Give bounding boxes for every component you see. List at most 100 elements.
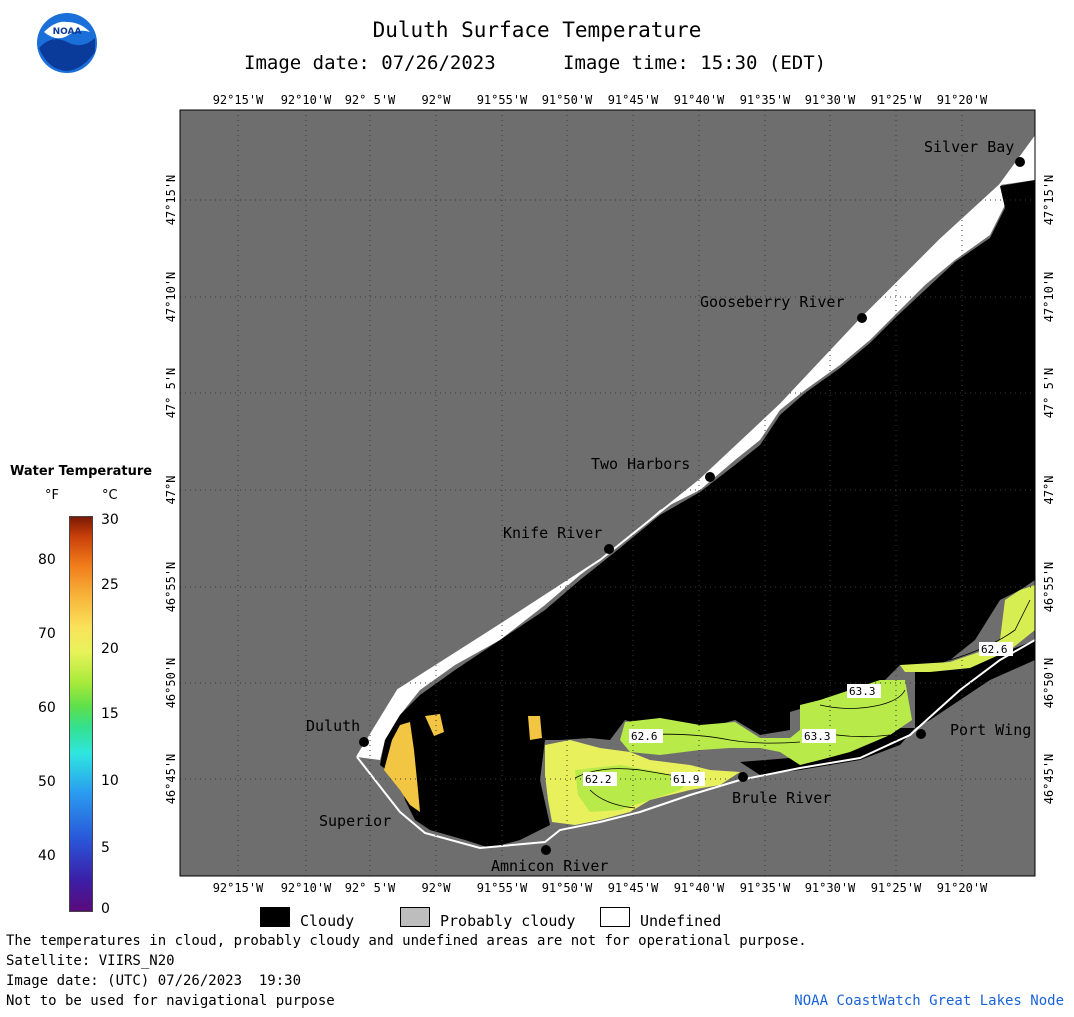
lon-label-bottom: 91°30'W bbox=[805, 881, 856, 895]
lon-label-bottom: 91°25'W bbox=[871, 881, 922, 895]
lon-label-bottom: 91°35'W bbox=[740, 881, 791, 895]
legend-tick-c: 5 bbox=[101, 840, 110, 856]
lon-label-bottom: 92°W bbox=[422, 881, 452, 895]
legend-tick-c: 20 bbox=[101, 641, 119, 657]
place-marker bbox=[541, 845, 551, 855]
lon-label-bottom: 91°40'W bbox=[674, 881, 725, 895]
lat-label-right: 46°55'N bbox=[1042, 562, 1056, 613]
legend-tick-c: 0 bbox=[101, 901, 110, 917]
place-label: Silver Bay bbox=[924, 138, 1014, 156]
lon-label-top: 91°55'W bbox=[477, 93, 528, 107]
legend-tick-c: 30 bbox=[101, 512, 119, 528]
lon-label-bottom: 91°20'W bbox=[937, 881, 988, 895]
legend-unit-c: °C bbox=[102, 488, 118, 503]
lon-label-bottom: 91°55'W bbox=[477, 881, 528, 895]
contour-label-bg bbox=[847, 684, 881, 698]
probably-cloudy-swatch bbox=[400, 907, 430, 927]
lon-label-bottom: 91°50'W bbox=[542, 881, 593, 895]
contour-label-bg bbox=[583, 772, 617, 786]
cool-water-area bbox=[620, 680, 912, 765]
lon-label-top: 91°25'W bbox=[871, 93, 922, 107]
lon-label-top: 91°30'W bbox=[805, 93, 856, 107]
lat-label-left: 47°15'N bbox=[164, 175, 178, 226]
cloudy-area bbox=[380, 180, 1035, 848]
legend-tick-f: 50 bbox=[38, 774, 56, 790]
lon-label-bottom: 91°45'W bbox=[608, 881, 659, 895]
place-label: Knife River bbox=[503, 524, 602, 542]
temperature-colorbar bbox=[69, 516, 93, 912]
lon-label-top: 92° 5'W bbox=[345, 93, 396, 107]
legend-tick-f: 40 bbox=[38, 848, 56, 864]
image-date-utc-text: Image date: (UTC) 07/26/2023 19:30 bbox=[6, 973, 302, 989]
legend-unit-f: °F bbox=[45, 488, 59, 503]
warm-water-area bbox=[384, 722, 420, 812]
image-time-label: Image time: 15:30 (EDT) bbox=[563, 52, 827, 74]
lon-label-top: 91°50'W bbox=[542, 93, 593, 107]
credit-text: NOAA CoastWatch Great Lakes Node bbox=[794, 993, 1064, 1009]
navigation-warning: Not to be used for navigational purpose bbox=[6, 993, 335, 1009]
place-label: Amnicon River bbox=[491, 857, 608, 875]
lon-label-top: 91°45'W bbox=[608, 93, 659, 107]
lat-label-right: 47°15'N bbox=[1042, 175, 1056, 226]
lat-label-left: 47°N bbox=[164, 476, 178, 505]
lat-label-left: 46°55'N bbox=[164, 562, 178, 613]
lon-label-top: 92°10'W bbox=[281, 93, 332, 107]
lat-label-right: 47°N bbox=[1042, 476, 1056, 505]
lat-label-right: 47° 5'N bbox=[1042, 368, 1056, 419]
place-marker bbox=[705, 472, 715, 482]
contour-label-bg bbox=[979, 642, 1013, 656]
undefined-swatch bbox=[600, 907, 630, 927]
place-marker bbox=[738, 772, 748, 782]
place-marker bbox=[359, 737, 369, 747]
image-date-label: Image date: 07/26/2023 bbox=[244, 52, 496, 74]
cloudy-swatch bbox=[260, 907, 290, 927]
probably-cloudy-label: Probably cloudy bbox=[440, 912, 576, 930]
place-label: Brule River bbox=[732, 789, 831, 807]
legend-tick-c: 25 bbox=[101, 577, 119, 593]
noaa-logo-icon: NOAA bbox=[37, 13, 97, 73]
place-marker bbox=[604, 544, 614, 554]
undefined-label: Undefined bbox=[640, 912, 722, 930]
lat-label-right: 46°45'N bbox=[1042, 754, 1056, 805]
lon-label-top: 92°15'W bbox=[213, 93, 264, 107]
lon-label-bottom: 92°10'W bbox=[281, 881, 332, 895]
lon-label-top: 91°40'W bbox=[674, 93, 725, 107]
lat-label-left: 46°50'N bbox=[164, 658, 178, 709]
contour-label: 62.2 bbox=[585, 773, 612, 786]
lon-label-bottom: 92° 5'W bbox=[345, 881, 396, 895]
lat-label-left: 47° 5'N bbox=[164, 368, 178, 419]
lon-label-top: 91°20'W bbox=[937, 93, 988, 107]
contour-label-bg bbox=[629, 729, 663, 743]
place-label: Two Harbors bbox=[591, 455, 690, 473]
place-marker bbox=[857, 313, 867, 323]
place-marker bbox=[916, 729, 926, 739]
legend-title: Water Temperature bbox=[10, 464, 153, 479]
place-label: Port Wing bbox=[950, 721, 1031, 739]
lat-label-right: 46°50'N bbox=[1042, 658, 1056, 709]
legend-tick-f: 60 bbox=[38, 700, 56, 716]
disclaimer-text: The temperatures in cloud, probably clou… bbox=[6, 933, 807, 949]
contour-label: 63.3 bbox=[849, 685, 876, 698]
satellite-text: Satellite: VIIRS_N20 bbox=[6, 953, 175, 969]
lat-label-right: 47°10'N bbox=[1042, 272, 1056, 323]
contour-label: 62.6 bbox=[631, 730, 658, 743]
page-title: Duluth Surface Temperature bbox=[372, 18, 702, 42]
contour-label-bg bbox=[671, 772, 705, 786]
legend-tick-f: 80 bbox=[38, 552, 56, 568]
lon-label-top: 92°W bbox=[422, 93, 452, 107]
lon-label-top: 91°35'W bbox=[740, 93, 791, 107]
contour-label: 63.3 bbox=[804, 730, 831, 743]
contour-label: 62.6 bbox=[981, 643, 1008, 656]
lat-label-left: 46°45'N bbox=[164, 754, 178, 805]
legend-tick-c: 15 bbox=[101, 706, 119, 722]
legend-tick-f: 70 bbox=[38, 626, 56, 642]
place-label: Duluth bbox=[306, 717, 360, 735]
place-label: Gooseberry River bbox=[700, 293, 845, 311]
cloudy-label: Cloudy bbox=[300, 912, 355, 930]
legend-tick-c: 10 bbox=[101, 773, 119, 789]
place-marker bbox=[1015, 157, 1025, 167]
svg-text:NOAA: NOAA bbox=[53, 27, 82, 37]
place-label: Superior bbox=[319, 812, 391, 830]
contour-label: 61.9 bbox=[673, 773, 700, 786]
